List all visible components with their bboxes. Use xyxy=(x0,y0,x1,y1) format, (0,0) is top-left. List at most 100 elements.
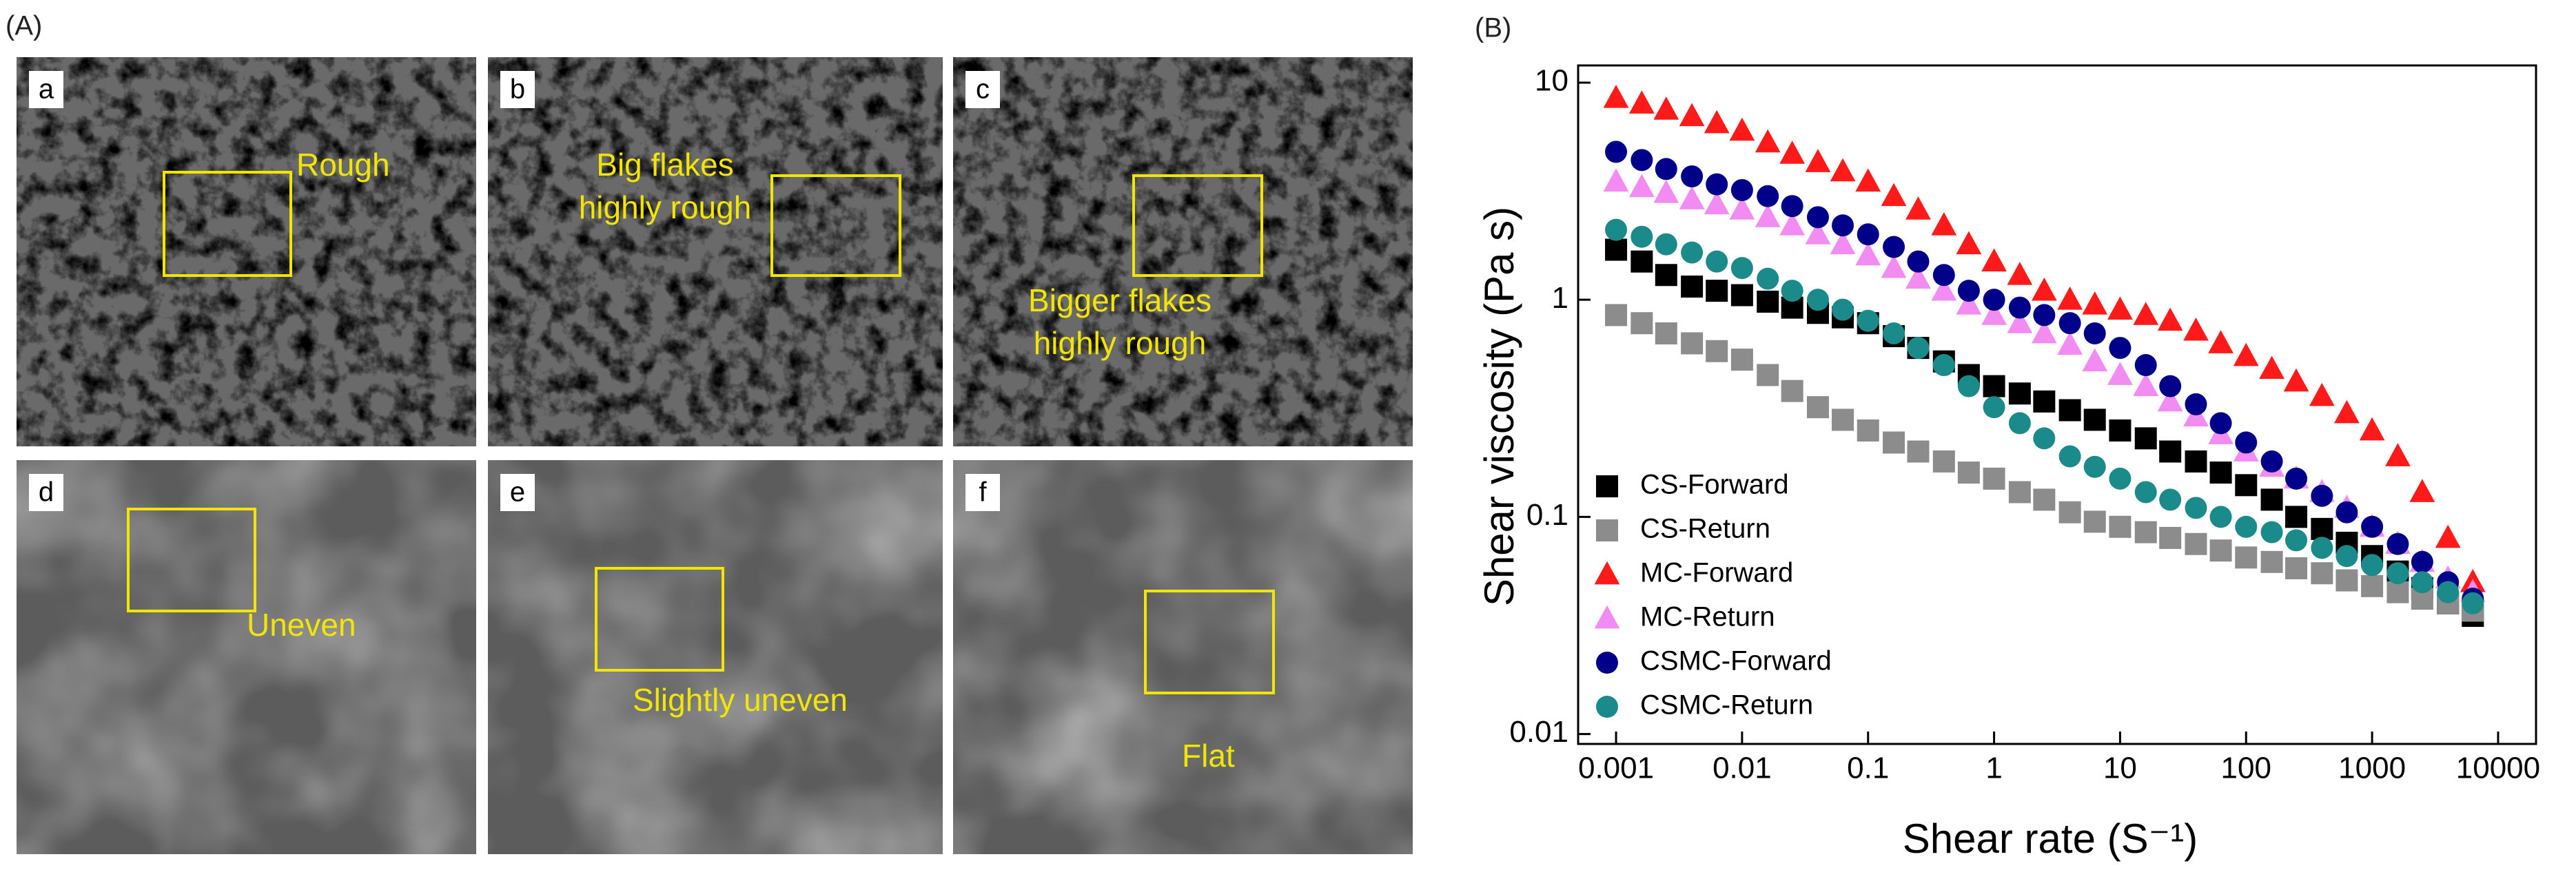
highlight-box xyxy=(163,171,292,277)
legend-label: CS-Forward xyxy=(1640,470,1789,500)
data-point xyxy=(1832,408,1854,431)
x-tick-label: 0.01 xyxy=(1713,752,1772,785)
legend-label: CSMC-Forward xyxy=(1640,646,1832,676)
data-point xyxy=(2033,488,2056,511)
letter-box xyxy=(965,474,1000,511)
data-point xyxy=(2008,481,2031,504)
data-point xyxy=(2159,375,2182,397)
data-point xyxy=(1907,337,1930,360)
data-point xyxy=(1907,250,1930,273)
highlight-box xyxy=(127,508,256,612)
data-point xyxy=(2058,312,2081,335)
data-point xyxy=(2209,462,2232,484)
data-point xyxy=(1730,349,1753,371)
data-point xyxy=(1806,289,1829,311)
data-point xyxy=(1653,96,1679,120)
data-point xyxy=(1655,233,1677,256)
data-point xyxy=(2159,526,2182,549)
data-point xyxy=(2311,537,2333,559)
data-point xyxy=(2008,412,2031,435)
data-point xyxy=(2359,417,2385,441)
data-point xyxy=(1603,168,1629,192)
y-tick-label: 0.01 xyxy=(1509,715,1568,749)
x-tick-label: 0.001 xyxy=(1578,752,1654,785)
data-point xyxy=(1956,291,1982,315)
legend-marker xyxy=(1596,475,1618,497)
data-point xyxy=(2235,546,2258,569)
data-point xyxy=(1806,396,1829,419)
data-point xyxy=(1704,110,1730,134)
data-point xyxy=(2411,550,2433,573)
image-letter: f xyxy=(979,477,987,508)
data-point xyxy=(2260,450,2283,473)
data-point xyxy=(2386,581,2409,603)
data-point xyxy=(2083,408,2106,431)
data-point xyxy=(2031,320,2057,344)
data-point xyxy=(2285,467,2308,490)
data-point xyxy=(2437,581,2460,603)
data-point xyxy=(1932,264,1955,287)
data-point xyxy=(2185,450,2207,473)
data-point xyxy=(2259,355,2284,380)
data-point xyxy=(2309,382,2335,406)
data-point xyxy=(1706,340,1728,362)
data-point xyxy=(1603,85,1629,108)
data-point xyxy=(2311,562,2333,585)
data-point xyxy=(1981,302,2007,325)
data-point xyxy=(2109,337,2132,360)
data-point xyxy=(1655,322,1677,344)
data-point xyxy=(1905,265,1931,289)
data-point xyxy=(2435,524,2461,548)
image-letter: c xyxy=(976,74,990,105)
data-point xyxy=(2033,390,2056,413)
data-point xyxy=(1729,117,1755,141)
data-point xyxy=(1755,204,1781,227)
data-point xyxy=(1729,196,1755,220)
data-point xyxy=(1932,450,1955,473)
data-point xyxy=(1679,103,1705,127)
data-point xyxy=(1883,431,1905,454)
data-point xyxy=(2109,467,2132,490)
data-point xyxy=(1806,206,1829,229)
data-point xyxy=(2008,296,2031,319)
data-point xyxy=(2285,529,2308,552)
image-letter: a xyxy=(39,74,54,105)
data-point xyxy=(1983,467,2005,490)
data-point xyxy=(2082,348,2108,372)
image-letter: d xyxy=(39,477,54,508)
data-point xyxy=(1957,280,1980,302)
x-tick-label: 1000 xyxy=(2338,752,2406,785)
sem-texture xyxy=(17,460,476,854)
data-point xyxy=(1631,225,1653,248)
data-point xyxy=(2157,388,2183,412)
data-point xyxy=(1653,180,1679,203)
sem-texture xyxy=(488,57,943,446)
data-point xyxy=(1805,149,1831,172)
letter-box xyxy=(29,474,63,511)
data-point xyxy=(2283,368,2309,392)
data-point xyxy=(2007,262,2033,285)
legend-marker xyxy=(1594,561,1620,585)
data-point xyxy=(2159,440,2182,463)
data-point xyxy=(1905,196,1931,220)
data-point xyxy=(1605,141,1628,163)
image-letter: b xyxy=(510,74,525,105)
data-point xyxy=(1805,221,1831,245)
data-point xyxy=(1881,254,1907,278)
annotation: Big flakes xyxy=(596,147,733,183)
annotation: Uneven xyxy=(247,607,356,643)
data-point xyxy=(2260,550,2283,573)
data-point xyxy=(2311,517,2333,540)
data-point xyxy=(1857,223,1879,246)
data-point xyxy=(2285,557,2308,579)
data-point xyxy=(2335,501,2358,524)
legend-marker xyxy=(1596,519,1618,541)
legend-label: CSMC-Return xyxy=(1640,690,1813,721)
data-point xyxy=(1757,267,1779,290)
data-point xyxy=(2058,501,2081,524)
data-point xyxy=(2409,479,2435,502)
data-point xyxy=(2462,592,2484,614)
highlight-box xyxy=(1144,590,1275,694)
data-point xyxy=(1757,185,1779,207)
